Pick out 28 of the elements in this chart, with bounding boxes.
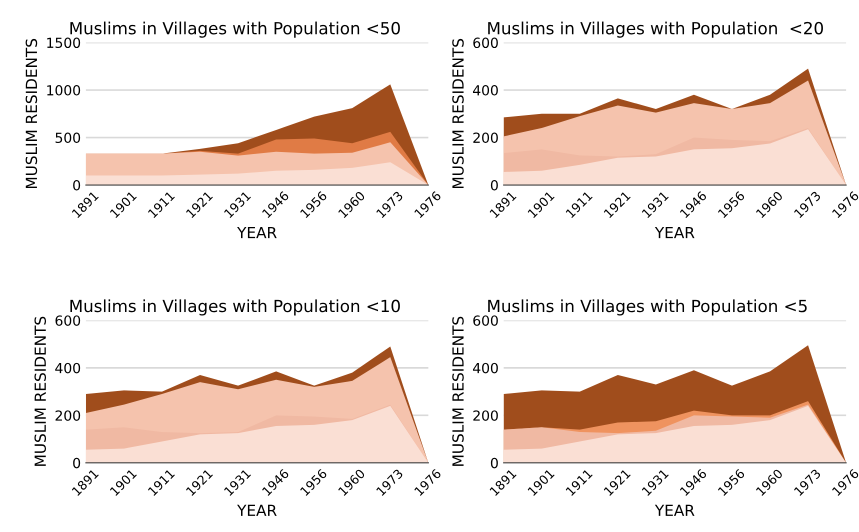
y-tick-label: 0 (490, 180, 498, 190)
chart-title: Muslims in Villages with Population <5 (488, 299, 807, 316)
y-tick-label: 200 (473, 132, 498, 144)
y-tick-label: 0 (73, 180, 80, 190)
chart-title: Muslims in Villages with Population <10 (70, 299, 400, 316)
y-axis-title: MUSLIM RESIDENTS (26, 38, 38, 188)
y-tick-label: 200 (56, 410, 80, 421)
chart-title: Muslims in Villages with Population <50 (70, 22, 400, 38)
y-tick-label: 0 (490, 458, 498, 468)
y-tick-label: 400 (55, 362, 80, 374)
y-tick-label: 1000 (47, 85, 80, 96)
y-axis-title: MUSLIM RESIDENTS (452, 316, 464, 466)
y-tick-label: 200 (473, 410, 498, 421)
y-tick-label: 600 (473, 315, 498, 326)
x-axis-title: YEAR (237, 226, 277, 238)
y-axis-title: MUSLIM RESIDENTS (34, 316, 46, 466)
y-tick-label: 600 (56, 315, 80, 326)
y-tick-label: 400 (472, 362, 498, 374)
x-axis-title: YEAR (237, 504, 277, 516)
x-axis-title: YEAR (654, 226, 694, 238)
y-tick-label: 600 (473, 38, 498, 48)
y-tick-label: 1500 (47, 38, 80, 48)
y-tick-label: 500 (56, 132, 80, 144)
y-axis-title: MUSLIM RESIDENTS (452, 38, 464, 188)
chart-title: Muslims in Villages with Population <20 (488, 22, 823, 38)
y-tick-label: 400 (472, 85, 498, 96)
x-axis-title: YEAR (654, 504, 694, 516)
y-tick-label: 0 (73, 458, 80, 468)
